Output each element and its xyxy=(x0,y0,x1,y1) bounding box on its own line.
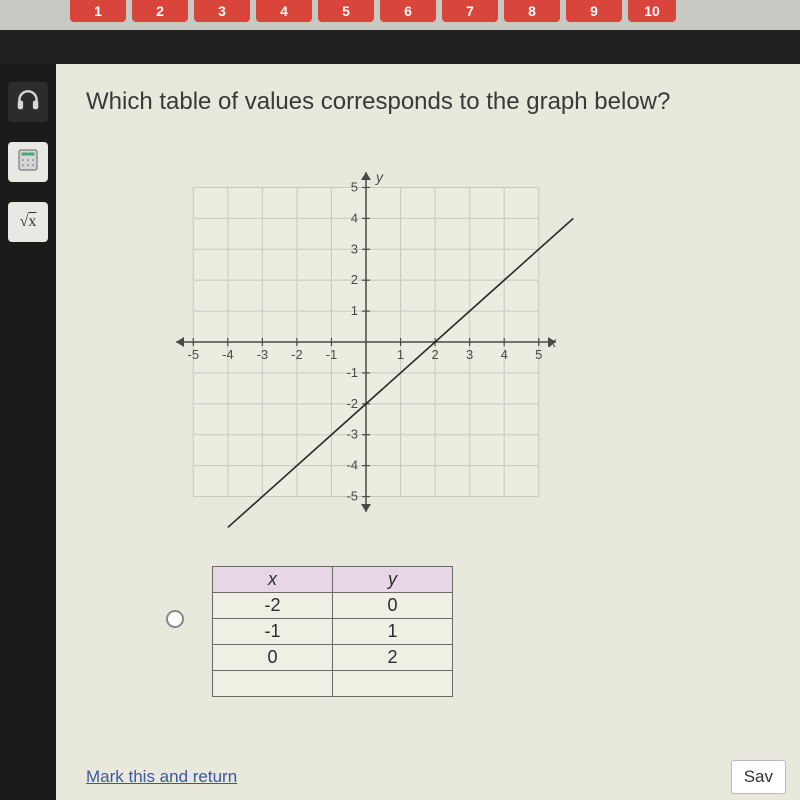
svg-text:x: x xyxy=(548,334,557,350)
table-row: -11 xyxy=(213,619,453,645)
table-header-x: x xyxy=(213,567,333,593)
question-tab-6[interactable]: 6 xyxy=(380,0,436,22)
svg-text:-5: -5 xyxy=(187,347,199,362)
svg-text:3: 3 xyxy=(466,347,473,362)
audio-tool-button[interactable] xyxy=(8,82,48,122)
question-tab-5[interactable]: 5 xyxy=(318,0,374,22)
mark-and-return-link[interactable]: Mark this and return xyxy=(86,767,237,787)
table-row: 02 xyxy=(213,645,453,671)
question-tab-7[interactable]: 7 xyxy=(442,0,498,22)
svg-text:-2: -2 xyxy=(346,396,358,411)
coordinate-graph: -5-5-4-4-3-3-2-2-1-11122334455xy xyxy=(126,142,606,542)
question-tab-1[interactable]: 1 xyxy=(70,0,126,22)
svg-text:-5: -5 xyxy=(346,489,358,504)
footer-bar: Mark this and return Sav xyxy=(56,760,800,800)
svg-text:-1: -1 xyxy=(326,347,338,362)
question-tab-4[interactable]: 4 xyxy=(256,0,312,22)
table-row: -20 xyxy=(213,593,453,619)
calculator-tool-button[interactable] xyxy=(8,142,48,182)
svg-text:-2: -2 xyxy=(291,347,303,362)
answer-table-1: x y -20-1102 xyxy=(212,566,453,697)
question-tab-2[interactable]: 2 xyxy=(132,0,188,22)
sqrt-icon: √x xyxy=(20,213,37,231)
svg-text:3: 3 xyxy=(351,241,358,256)
table-row xyxy=(213,671,453,697)
tool-sidebar: √x xyxy=(0,64,56,800)
svg-text:4: 4 xyxy=(501,347,508,362)
answer-radio-1[interactable] xyxy=(166,610,184,628)
toolbar-strip xyxy=(0,30,800,64)
svg-text:2: 2 xyxy=(431,347,438,362)
svg-text:y: y xyxy=(375,169,384,185)
svg-text:5: 5 xyxy=(351,179,358,194)
svg-text:1: 1 xyxy=(397,347,404,362)
svg-text:-4: -4 xyxy=(222,347,234,362)
svg-text:-1: -1 xyxy=(346,365,358,380)
question-nav-bar: 1 2 3 4 5 6 7 8 9 10 xyxy=(0,0,800,30)
svg-text:1: 1 xyxy=(351,303,358,318)
calculator-icon xyxy=(16,148,40,177)
svg-text:5: 5 xyxy=(535,347,542,362)
question-tab-10[interactable]: 10 xyxy=(628,0,676,22)
question-tab-3[interactable]: 3 xyxy=(194,0,250,22)
question-tab-9[interactable]: 9 xyxy=(566,0,622,22)
save-button[interactable]: Sav xyxy=(731,760,786,794)
equation-tool-button[interactable]: √x xyxy=(8,202,48,242)
answer-option-1: x y -20-1102 xyxy=(166,566,770,697)
question-prompt: Which table of values corresponds to the… xyxy=(86,88,770,116)
question-content: Which table of values corresponds to the… xyxy=(56,64,800,800)
question-tab-8[interactable]: 8 xyxy=(504,0,560,22)
svg-text:2: 2 xyxy=(351,272,358,287)
svg-text:-4: -4 xyxy=(346,458,358,473)
svg-text:4: 4 xyxy=(351,210,358,225)
svg-text:-3: -3 xyxy=(257,347,269,362)
table-header-y: y xyxy=(333,567,453,593)
svg-text:-3: -3 xyxy=(346,427,358,442)
headphones-icon xyxy=(15,87,41,118)
